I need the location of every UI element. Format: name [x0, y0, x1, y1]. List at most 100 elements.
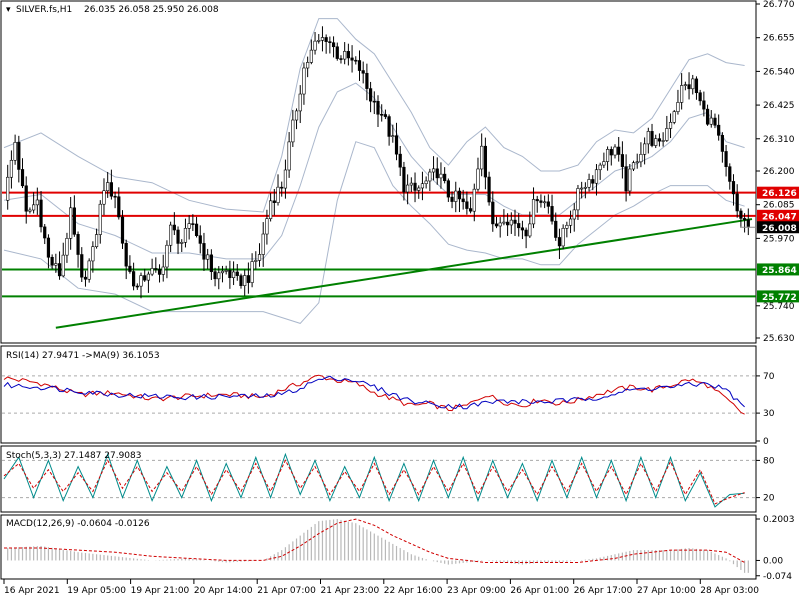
candle-body	[513, 219, 517, 224]
candle-body	[291, 119, 295, 143]
time-axis-label: 21 Apr 23:00	[321, 586, 380, 596]
candle-body	[9, 159, 14, 178]
candle-body	[443, 173, 447, 182]
candle-body	[54, 263, 58, 266]
rsi-pane: 70 30 0	[2, 372, 775, 447]
candle-body	[446, 180, 450, 198]
candle-body	[731, 181, 736, 195]
candle-body	[157, 269, 162, 275]
candle-body	[35, 199, 39, 206]
candle-body	[346, 51, 350, 59]
candle-body	[491, 201, 495, 225]
candle-body	[594, 169, 599, 184]
candle-body	[320, 37, 325, 41]
candle-body	[546, 201, 550, 207]
candle-body	[239, 275, 243, 286]
candle-body	[554, 220, 558, 238]
candle-body	[439, 173, 443, 179]
candle-body	[657, 138, 662, 142]
axis-label: 0	[763, 437, 769, 447]
candle-body	[372, 100, 376, 103]
candle-body	[550, 206, 554, 222]
candle-body	[161, 266, 165, 275]
candle-body	[176, 229, 180, 244]
candle-body	[28, 209, 32, 212]
candle-body	[557, 237, 562, 247]
candle-body	[539, 200, 543, 203]
candle-body	[154, 268, 158, 270]
candle-body	[476, 168, 480, 190]
candle-body	[109, 182, 113, 197]
candle-body	[380, 113, 384, 116]
candle-body	[465, 201, 469, 209]
candle-body	[220, 270, 225, 274]
candle-body	[709, 117, 713, 125]
candle-body	[294, 110, 299, 121]
candle-body	[269, 200, 273, 219]
candle-body	[365, 72, 369, 89]
candle-body	[450, 196, 454, 202]
candle-body	[398, 153, 402, 168]
candle-body	[335, 46, 339, 59]
indicator-line	[3, 452, 745, 508]
candle-body	[735, 193, 739, 212]
price-level-label: 25.864	[762, 266, 797, 276]
candle-body	[502, 221, 506, 224]
candle-body	[742, 218, 747, 221]
candle-body	[57, 263, 62, 277]
stoch-pane-title: Stoch(5,3,3) 27.1487 27.9083	[6, 451, 141, 461]
candle-body	[172, 224, 176, 231]
candle-body	[561, 227, 565, 247]
candle-body	[717, 124, 721, 136]
candle-body	[313, 40, 317, 51]
candle-body	[672, 111, 676, 123]
axis-label: 80	[763, 456, 775, 466]
axis-label: 20	[763, 494, 775, 504]
candle-body	[6, 176, 10, 201]
candle-body	[713, 117, 717, 126]
candle-body	[661, 140, 665, 142]
candle-body	[65, 238, 69, 256]
candle-body	[102, 190, 106, 205]
candle-body	[628, 168, 632, 192]
candle-body	[431, 168, 436, 173]
candle-body	[368, 88, 373, 102]
candle-body	[213, 271, 217, 280]
candle-body	[428, 171, 432, 182]
price-level-tag	[757, 209, 799, 222]
time-axis-label: 19 Apr 05:00	[67, 586, 126, 596]
price-axis-label: 26.310	[763, 135, 795, 145]
candle-body	[298, 93, 302, 112]
macd-pane-title: MACD(12,26,9) -0.0604 -0.0126	[6, 519, 150, 529]
candle-body	[76, 234, 80, 255]
candle-body	[417, 187, 421, 191]
candle-body	[283, 169, 288, 189]
candle-body	[409, 182, 413, 186]
candle-body	[643, 143, 647, 155]
candle-body	[87, 260, 91, 280]
candle-body	[468, 208, 473, 212]
candle-body	[720, 135, 724, 152]
candle-body	[520, 227, 525, 231]
candle-body	[509, 219, 513, 226]
candle-body	[698, 92, 702, 102]
candle-body	[117, 196, 121, 218]
candle-body	[391, 135, 395, 137]
candle-body	[587, 179, 591, 188]
candle-body	[406, 184, 410, 193]
candle-body	[609, 149, 613, 156]
candle-body	[654, 138, 658, 146]
dropdown-arrow-icon[interactable]: ▾	[6, 5, 11, 15]
bollinger-upper-band	[3, 18, 745, 213]
candle-body	[280, 186, 284, 189]
price-axis-label: 26.425	[763, 101, 795, 111]
candle-body	[265, 218, 269, 235]
candle-body	[254, 260, 258, 262]
price-level-tag	[757, 186, 799, 199]
candle-body	[13, 142, 17, 161]
candle-body	[24, 185, 28, 212]
main-pane-title: SILVER.fs,H1	[16, 5, 72, 15]
candle-body	[106, 182, 110, 192]
candle-body	[339, 58, 343, 60]
